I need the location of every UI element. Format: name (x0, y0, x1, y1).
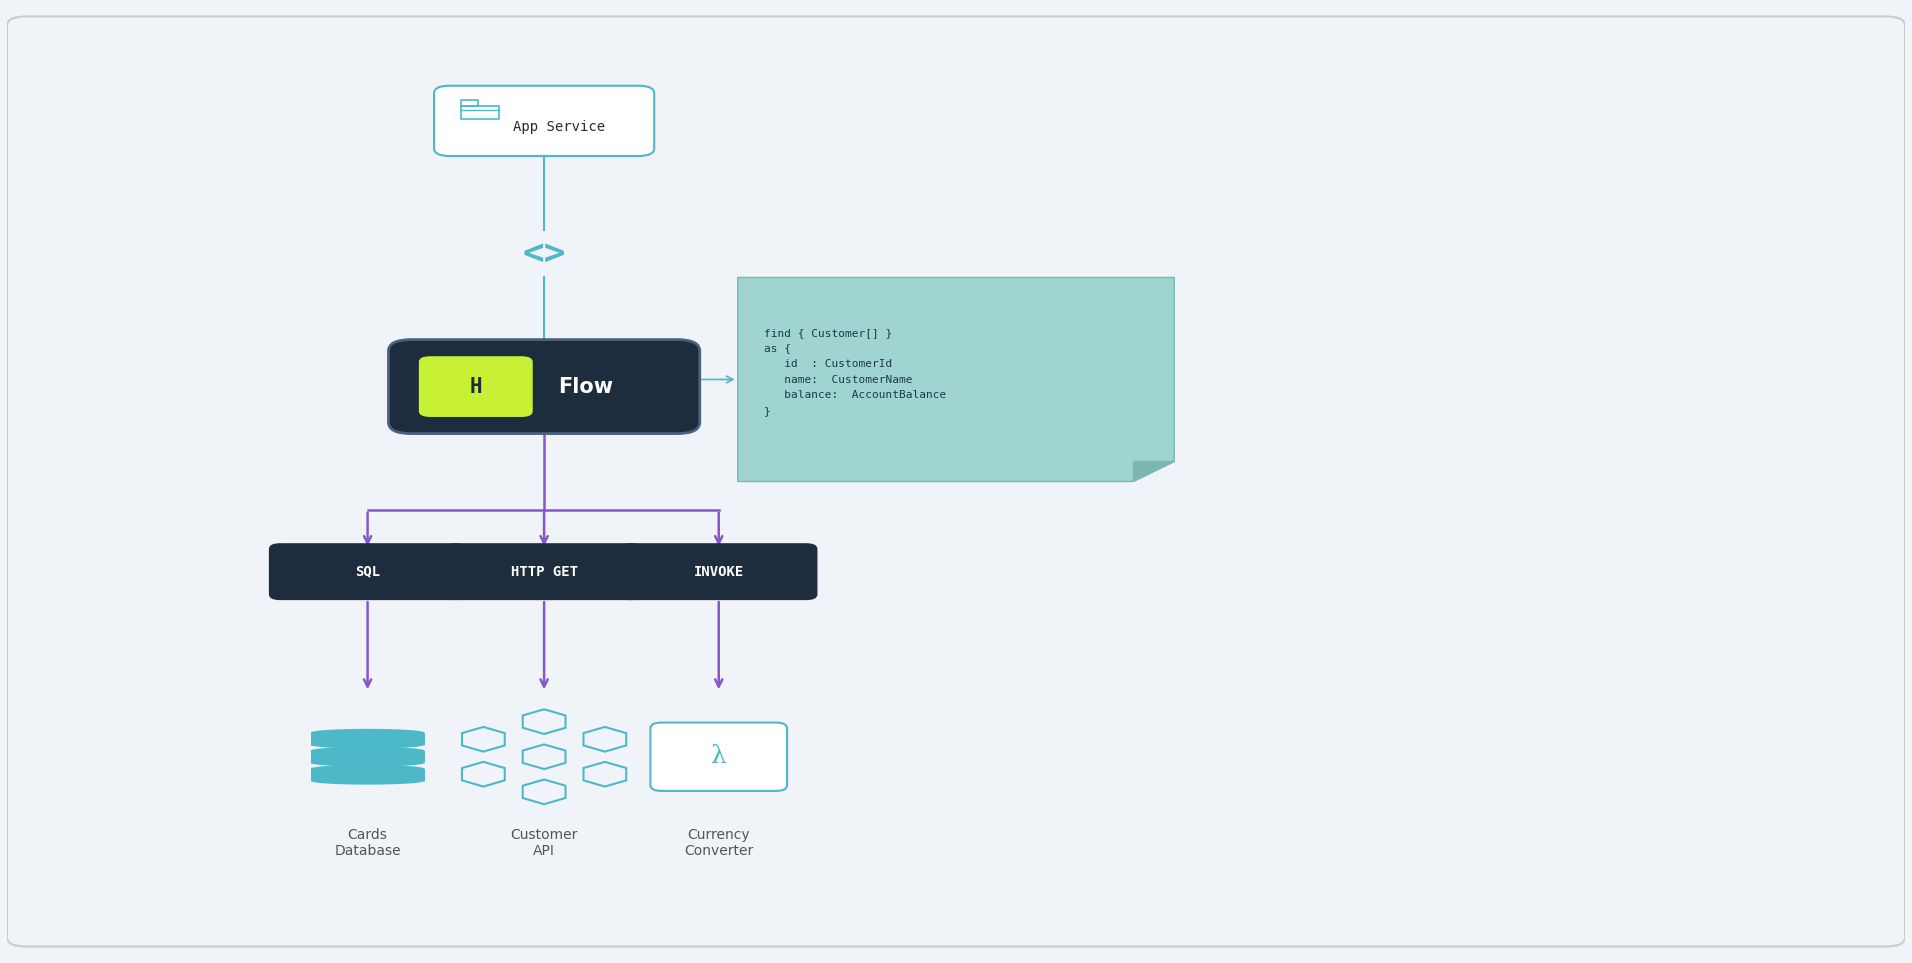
Text: HTTP GET: HTTP GET (511, 564, 577, 579)
Text: H: H (470, 377, 482, 397)
Polygon shape (1132, 460, 1174, 482)
Text: Flow: Flow (558, 377, 614, 397)
FancyBboxPatch shape (445, 543, 642, 600)
FancyBboxPatch shape (434, 86, 654, 156)
Text: Currency
Converter: Currency Converter (684, 828, 753, 858)
Text: λ: λ (711, 745, 727, 768)
Bar (310, 768, 424, 781)
Ellipse shape (310, 729, 424, 737)
Text: INVOKE: INVOKE (694, 564, 744, 579)
Text: Customer
API: Customer API (511, 828, 577, 858)
Ellipse shape (310, 765, 424, 772)
Bar (310, 750, 424, 763)
Text: <>: <> (522, 237, 566, 271)
Bar (310, 733, 424, 744)
Ellipse shape (310, 759, 424, 767)
FancyBboxPatch shape (419, 356, 533, 417)
FancyBboxPatch shape (388, 340, 700, 433)
Ellipse shape (310, 742, 424, 748)
Bar (461, 106, 499, 119)
Text: find { Customer[] }
as {
   id  : CustomerId
   name:  CustomerName
   balance: : find { Customer[] } as { id : CustomerId… (765, 327, 946, 416)
FancyBboxPatch shape (619, 543, 818, 600)
FancyBboxPatch shape (270, 543, 467, 600)
FancyBboxPatch shape (650, 722, 788, 791)
Ellipse shape (310, 777, 424, 785)
Text: SQL: SQL (356, 564, 380, 579)
Polygon shape (738, 277, 1174, 482)
Ellipse shape (310, 747, 424, 754)
Bar (461, 100, 478, 106)
Text: Cards
Database: Cards Database (335, 828, 402, 858)
Text: App Service: App Service (512, 119, 606, 134)
